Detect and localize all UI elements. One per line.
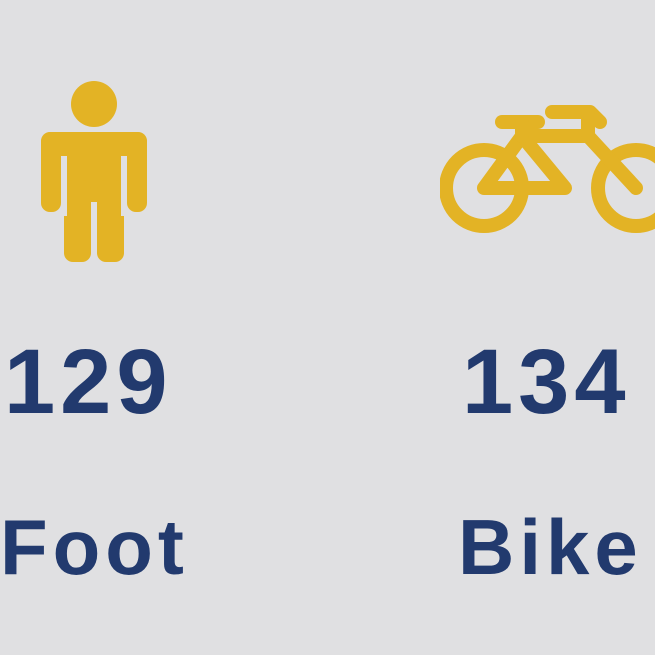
person-icon (41, 81, 147, 264)
bike-label: Bike (458, 503, 643, 591)
bicycle-icon (440, 105, 655, 233)
bike-count: 134 (462, 331, 631, 433)
foot-label: Foot (0, 503, 189, 591)
foot-count: 129 (4, 331, 173, 433)
